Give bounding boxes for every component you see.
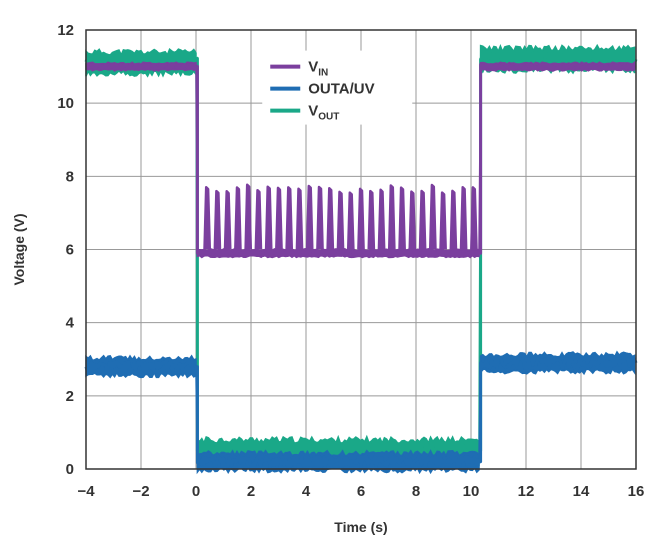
vin-spike (418, 189, 427, 250)
plot-frame (85, 29, 637, 470)
series-line (85, 62, 637, 257)
vin-spike (408, 190, 417, 250)
vin-spike (367, 189, 376, 250)
vin-spike (295, 187, 304, 250)
series-vin (85, 60, 637, 259)
legend-label: VIN (308, 59, 328, 79)
vin-spike (254, 188, 263, 250)
y-tick-label: 2 (66, 388, 74, 405)
x-tick-label: 2 (247, 483, 255, 500)
vin-spike (470, 186, 478, 250)
vin-spike (398, 186, 406, 250)
vin-spike (336, 190, 345, 250)
vin-spike (377, 188, 386, 250)
series-line (84, 50, 638, 460)
x-tick-label: 16 (628, 483, 645, 500)
vin-spike (439, 191, 447, 250)
y-tick-label: 10 (57, 95, 74, 112)
vin-spike (264, 185, 273, 250)
vin-spike (357, 187, 365, 250)
legend: VIN OUTA/UV VOUT (262, 50, 413, 125)
y-tick-label: 12 (57, 22, 74, 39)
x-tick-label: −4 (77, 483, 95, 500)
vin-spike (346, 191, 355, 250)
y-tick-label: 6 (66, 242, 74, 259)
vin-spike (387, 184, 396, 250)
vin-spike (244, 183, 253, 250)
vin-spike (316, 185, 324, 250)
y-tick-label: 8 (66, 168, 74, 185)
vin-spike (326, 186, 335, 250)
vin-spike (285, 186, 294, 250)
x-tick-label: 0 (192, 483, 200, 500)
vin-spike (459, 185, 468, 250)
vin-spike (213, 189, 222, 250)
series-layer (84, 43, 638, 475)
y-tick-labels: 0 2 4 6 8 10 12 (57, 22, 74, 478)
vin-spike (449, 189, 458, 250)
vin-spike (234, 186, 242, 250)
y-tick-label: 0 (66, 461, 74, 478)
y-tick-label: 4 (66, 315, 75, 332)
x-axis-title: Time (s) (334, 519, 387, 535)
x-tick-label: 14 (573, 483, 590, 500)
legend-label: VOUT (308, 103, 339, 123)
x-tick-label: 8 (412, 483, 420, 500)
x-tick-labels: −4 −2 0 2 4 6 8 10 12 14 16 (77, 483, 644, 500)
vin-spike (275, 186, 283, 250)
legend-label: OUTA/UV (308, 81, 374, 98)
x-tick-label: 10 (463, 483, 480, 500)
vin-spike (428, 183, 437, 250)
vin-spike (305, 184, 314, 250)
x-tick-label: 6 (357, 483, 365, 500)
x-tick-label: 4 (302, 483, 311, 500)
series-line (84, 356, 638, 469)
x-tick-label: −2 (132, 483, 149, 500)
series-outa-uv (84, 350, 638, 475)
y-axis-title: Voltage (V) (11, 213, 27, 285)
vin-spike (203, 185, 212, 250)
x-tick-label: 12 (518, 483, 535, 500)
vin-spike (223, 190, 232, 250)
